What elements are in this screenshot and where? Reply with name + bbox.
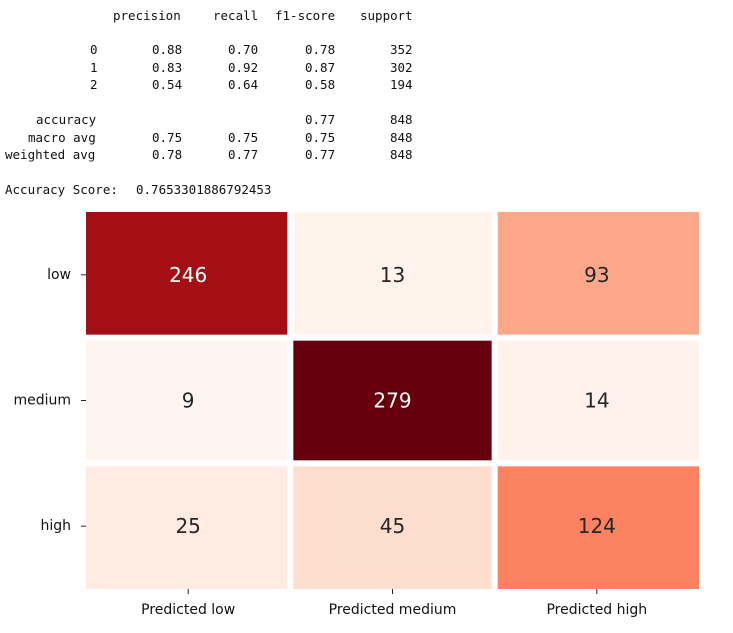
report-row-0-f1: 0.78 — [305, 42, 336, 57]
report-header-recall: recall — [213, 8, 259, 23]
report-weighted-avg-support: 848 — [390, 147, 413, 162]
heatmap-value-low-predicted-high: 93 — [584, 263, 609, 287]
y-tick-label-high: high — [40, 518, 71, 534]
report-macro-avg-f1: 0.75 — [305, 130, 336, 145]
y-tick-label-medium: medium — [13, 393, 71, 409]
report-row-2-support: 194 — [390, 77, 413, 92]
accuracy-score-value: 0.7653301886792453 — [136, 182, 272, 197]
report-header-support: support — [360, 8, 413, 23]
report-accuracy-label: accuracy — [36, 112, 97, 127]
report-accuracy-support: 848 — [390, 112, 413, 127]
heatmap-cell-low-predicted-low — [86, 212, 288, 335]
heatmap-value-low-predicted-medium: 13 — [380, 263, 405, 287]
heatmap-value-high-predicted-low: 25 — [175, 514, 200, 538]
heatmap-cell-low-predicted-high — [497, 212, 699, 335]
report-row-2-precision: 0.54 — [152, 77, 183, 92]
report-row-0-support: 352 — [390, 42, 413, 57]
heatmap-value-high-predicted-high: 124 — [578, 514, 616, 538]
heatmap-cell-medium-predicted-low — [86, 340, 288, 461]
report-weighted-avg-f1: 0.77 — [305, 147, 336, 162]
report-row-1-support: 302 — [390, 60, 413, 75]
report-row-0-precision: 0.88 — [152, 42, 183, 57]
heatmap-value-low-predicted-low: 246 — [169, 263, 207, 287]
heatmap-cell-high-predicted-high — [497, 466, 699, 589]
report-row-1-f1: 0.87 — [305, 60, 336, 75]
classification-report: precision recall f1-score support 0 0.88… — [0, 0, 733, 205]
report-weighted-avg-precision: 0.78 — [152, 147, 183, 162]
report-weighted-avg-label: weighted avg — [5, 147, 96, 162]
report-macro-avg-recall: 0.75 — [228, 130, 259, 145]
report-header-precision: precision — [113, 8, 181, 23]
report-row-1-label: 1 — [90, 60, 98, 75]
report-macro-avg-precision: 0.75 — [152, 130, 183, 145]
report-header-f1-score: f1-score — [275, 8, 336, 23]
report-row-0-label: 0 — [90, 42, 98, 57]
heatmap-value-high-predicted-medium: 45 — [380, 514, 405, 538]
accuracy-score-label: Accuracy Score: — [5, 182, 118, 197]
x-tick-label-predicted-low: Predicted low — [141, 602, 235, 618]
report-weighted-avg-recall: 0.77 — [228, 147, 259, 162]
report-row-2-f1: 0.58 — [305, 77, 336, 92]
heatmap-cell-low-predicted-medium — [293, 212, 492, 335]
report-macro-avg-label: macro avg — [28, 130, 96, 145]
report-accuracy-f1: 0.77 — [305, 112, 336, 127]
report-row-1-recall: 0.92 — [228, 60, 259, 75]
heatmap-cell-medium-predicted-medium — [293, 340, 492, 461]
report-row-0-recall: 0.70 — [228, 42, 259, 57]
heatmap-value-medium-predicted-low: 9 — [182, 389, 195, 413]
report-row-1-precision: 0.83 — [152, 60, 183, 75]
y-tick-label-low: low — [47, 267, 71, 283]
heatmap-cell-high-predicted-medium — [293, 466, 492, 589]
report-row-2-label: 2 — [90, 77, 98, 92]
heatmap-value-medium-predicted-high: 14 — [584, 389, 609, 413]
x-tick-label-predicted-high: Predicted high — [546, 602, 647, 618]
heatmap-cell-medium-predicted-high — [497, 340, 699, 461]
report-row-2-recall: 0.64 — [228, 77, 259, 92]
report-macro-avg-support: 848 — [390, 130, 413, 145]
heatmap-value-medium-predicted-medium: 279 — [373, 389, 411, 413]
heatmap-cell-high-predicted-low — [86, 466, 288, 589]
x-tick-label-predicted-medium: Predicted medium — [329, 602, 457, 618]
